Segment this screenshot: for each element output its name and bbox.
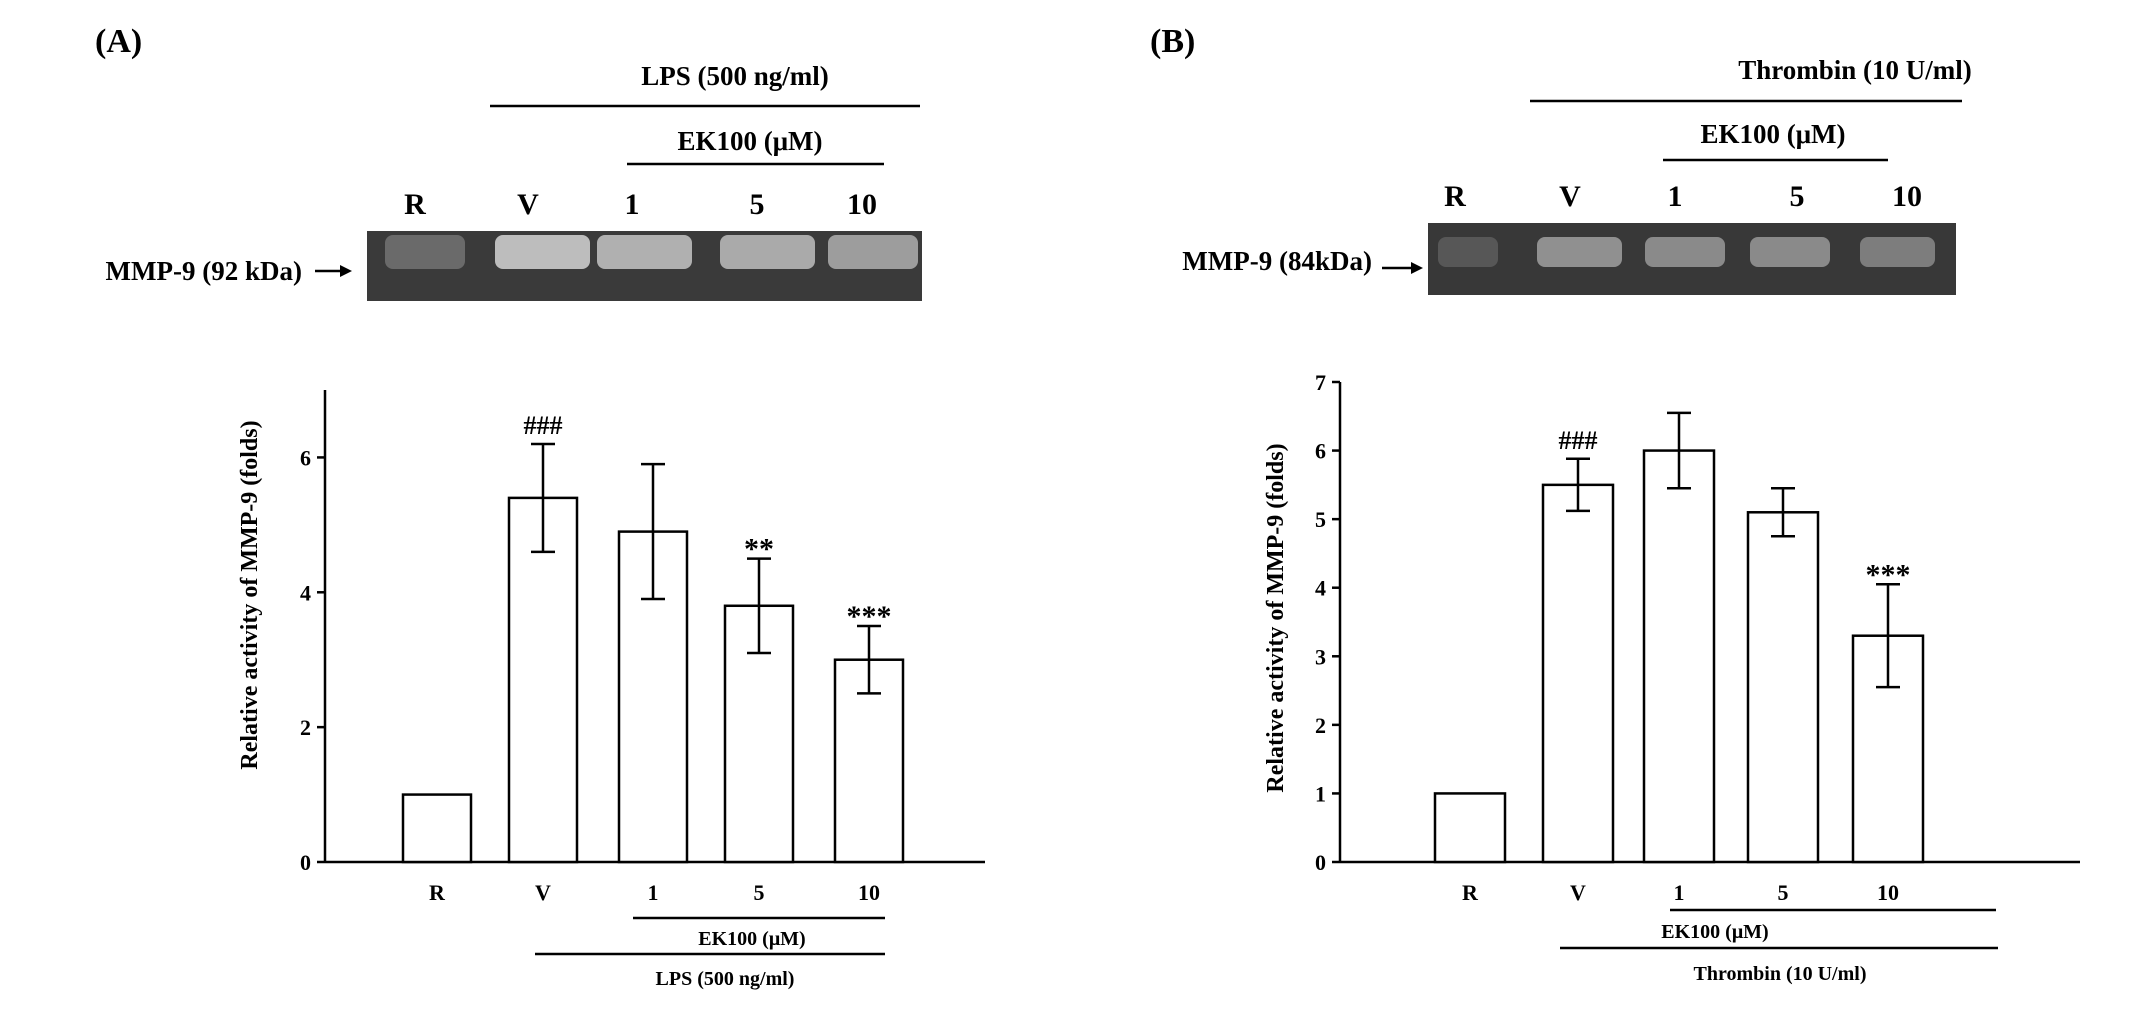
chart-a-x-tick-label: V: [535, 880, 551, 905]
chart-b-y-tick-label: 2: [1315, 713, 1326, 738]
chart-a-y-label: Relative activity of MMP-9 (folds): [237, 420, 263, 769]
chart-a-significance-label: ***: [847, 600, 892, 633]
chart-a-inhibitor-label: EK100 (μM): [698, 928, 805, 950]
chart-a-significance-label: **: [744, 533, 774, 566]
chart-a-treatment-label: LPS (500 ng/ml): [656, 968, 795, 990]
chart-a-x-tick-label: 5: [754, 880, 765, 905]
gel-a-lane-label: V: [517, 188, 539, 221]
chart-b-error-bar: [1566, 457, 1590, 513]
chart-a-y-tick-label: 4: [300, 580, 311, 605]
gel-b-lane-label: 10: [1892, 180, 1922, 213]
chart-b-bar: [1746, 511, 1820, 864]
chart-a-y-tick-label: 6: [300, 445, 311, 470]
chart-b-y-tick-label: 7: [1315, 370, 1326, 395]
gel-b-band: [1438, 237, 1498, 267]
chart-a-x-tick-label: 10: [858, 880, 880, 905]
chart-b-bar: [1433, 792, 1507, 864]
chart-a-bar: [507, 496, 579, 864]
chart-b-x-tick-label: 5: [1778, 880, 1789, 905]
panel-a: (A) LPS (500 ng/ml) EK100 (μM) R V 1 5 10 MM…: [95, 23, 985, 990]
chart-a-error-bar: [857, 624, 881, 695]
gel-b-lane-labels: R V 1 5 10: [1444, 180, 1922, 213]
gel-b-band: [1860, 237, 1935, 267]
chart-b-error-bar: [1667, 411, 1691, 490]
chart-b-bar: [1541, 483, 1615, 864]
chart-b-treatment-label: Thrombin (10 U/ml): [1694, 963, 1867, 985]
gel-b-bands: [1438, 237, 1935, 267]
chart-a-significance-label: ###: [524, 411, 563, 440]
gel-b-lane-label: 5: [1790, 180, 1805, 213]
gel-b-band-label: MMP-9 (84kDa): [1182, 246, 1372, 276]
gel-a-band: [720, 235, 815, 269]
chart-b-error-bar: [1876, 583, 1900, 689]
chart-a-error-bar: [531, 442, 555, 554]
chart-b-x-tick-label: 1: [1674, 880, 1685, 905]
gel-b-lane-label: R: [1444, 180, 1466, 213]
chart-b-y-tick-label: 6: [1315, 439, 1326, 464]
gel-a-band-label: MMP-9 (92 kDa): [106, 256, 302, 286]
chart-a-x-tick-label: R: [429, 880, 446, 905]
chart-b-error-bar: [1771, 487, 1795, 538]
chart-b-y-tick-label: 4: [1315, 576, 1326, 601]
gel-b-inhibitor-label: EK100 (μM): [1700, 119, 1845, 149]
chart-b-y-tick-label: 0: [1315, 850, 1326, 875]
gel-a-band: [828, 235, 918, 269]
chart-a-error-bar: [641, 462, 665, 601]
gel-a-bands: [385, 235, 918, 269]
gel-a-inhibitor-label: EK100 (μM): [677, 126, 822, 156]
chart-b-y-tick-label: 3: [1315, 644, 1326, 669]
gel-b-arrow: [1382, 262, 1423, 274]
gel-b-band: [1537, 237, 1622, 267]
chart-a-bar: [401, 793, 473, 864]
gel-a-band: [495, 235, 590, 269]
chart-a-y-tick-label: 2: [300, 715, 311, 740]
chart-b-inhibitor-label: EK100 (μM): [1661, 921, 1768, 943]
chart-a-x-tick-label: 1: [648, 880, 659, 905]
gel-b-band: [1750, 237, 1830, 267]
gel-a-lane-label: 10: [847, 188, 877, 221]
chart-a: 0 2 4 6 R ### V 1 ** 5 *** 10: [300, 390, 985, 905]
gel-b-treatment-label: Thrombin (10 U/ml): [1738, 55, 1972, 85]
gel-a-band: [597, 235, 692, 269]
chart-a-error-bar: [747, 557, 771, 655]
chart-b-significance-label: ***: [1866, 558, 1911, 591]
chart-b-y-label: Relative activity of MMP-9 (folds): [1263, 443, 1289, 792]
chart-b-x-tick-label: V: [1570, 880, 1586, 905]
gel-a-lane-labels: R V 1 5 10: [404, 188, 877, 221]
gel-a-band: [385, 235, 465, 269]
gel-b-band: [1645, 237, 1725, 267]
gel-a-lane-label: 5: [750, 188, 765, 221]
panel-b-label: (B): [1150, 23, 1195, 60]
gel-b-lane-label: V: [1559, 180, 1581, 213]
chart-b-bar: [1642, 449, 1716, 864]
chart-b-x-tick-label: 10: [1877, 880, 1899, 905]
chart-b-significance-label: ###: [1559, 426, 1598, 455]
panel-b: (B) Thrombin (10 U/ml) EK100 (μM) R V 1 5 10…: [1150, 23, 2080, 985]
chart-a-y-tick-label: 0: [300, 850, 311, 875]
panel-a-label: (A): [95, 23, 142, 60]
chart-b-x-tick-label: R: [1462, 880, 1479, 905]
gel-b-lane-label: 1: [1668, 180, 1683, 213]
chart-b-y-tick-label: 1: [1315, 781, 1326, 806]
chart-b-y-tick-label: 5: [1315, 507, 1326, 532]
gel-a-arrow: [315, 265, 352, 277]
gel-a-lane-label: 1: [625, 188, 640, 221]
chart-b: 0 1 2 3 4 5 6 7 R ### V 1 5 *** 10: [1315, 370, 2080, 905]
gel-a-treatment-label: LPS (500 ng/ml): [641, 61, 829, 91]
gel-a-lane-label: R: [404, 188, 426, 221]
